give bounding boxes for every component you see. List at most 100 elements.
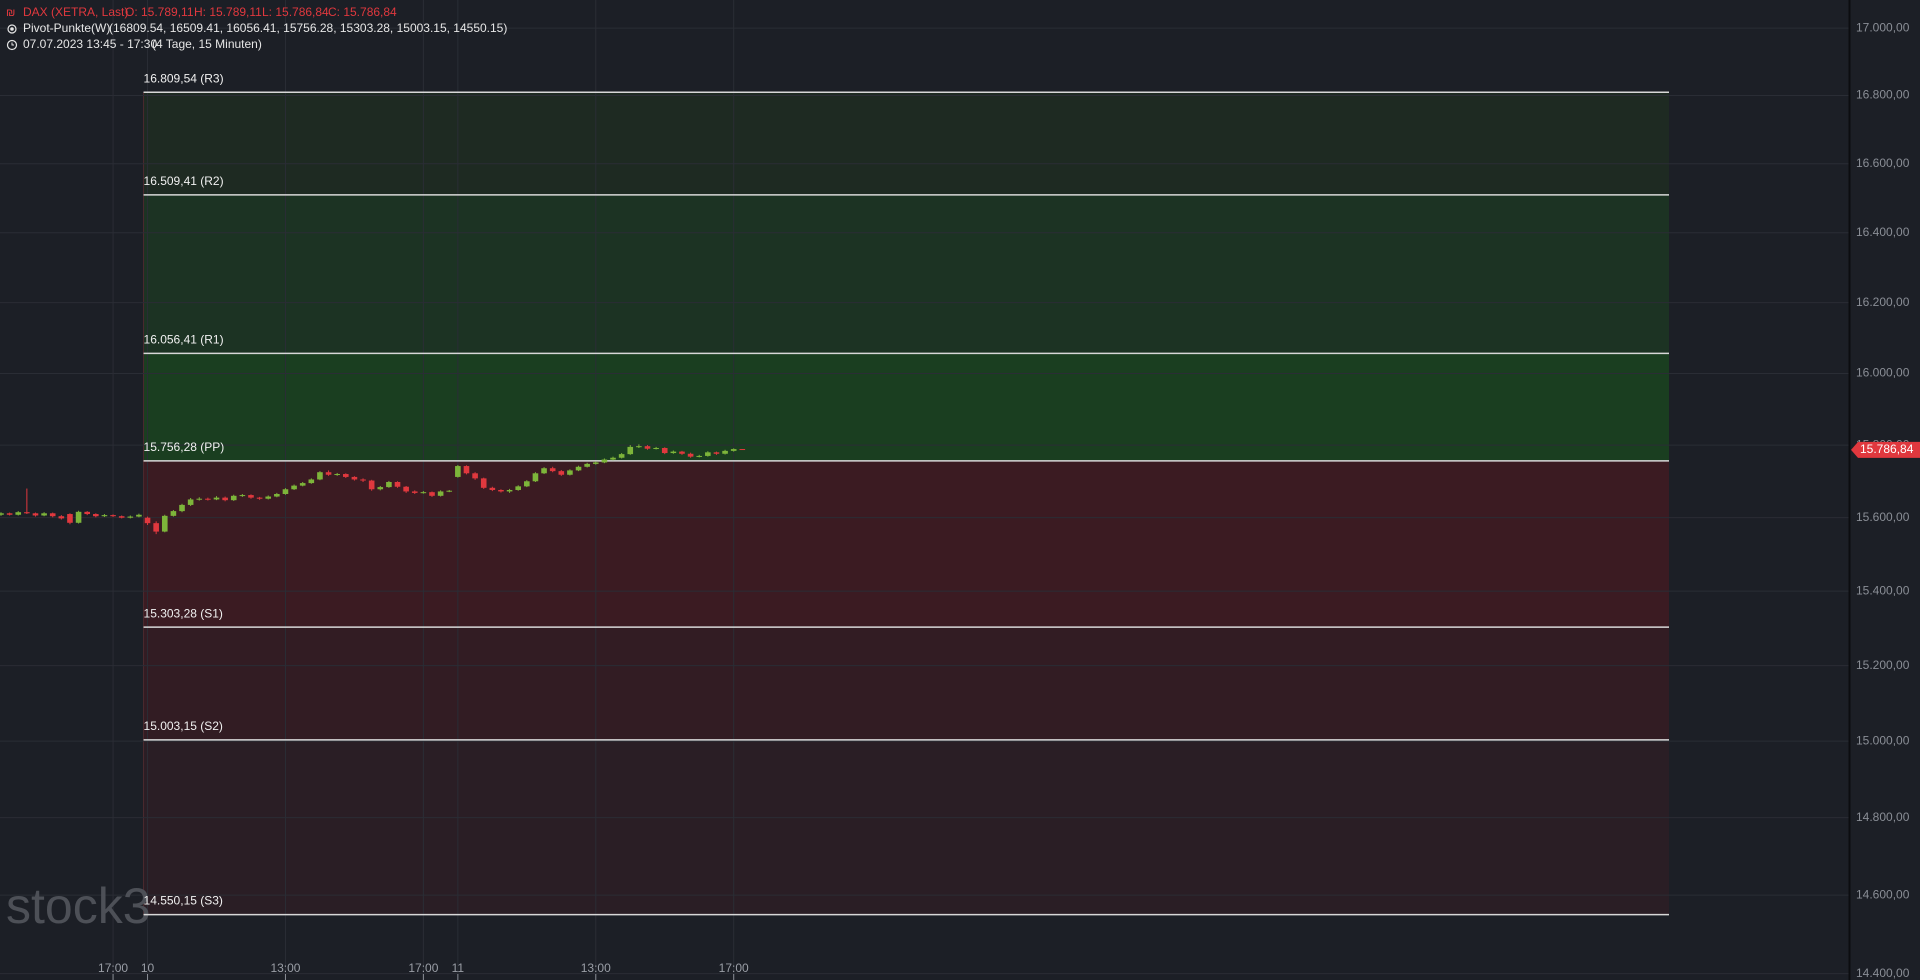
candle-body xyxy=(32,513,39,516)
candle-body xyxy=(179,504,185,512)
candle-body xyxy=(420,492,427,494)
candle-body xyxy=(239,495,246,497)
candle-body xyxy=(248,495,254,498)
indicator-icon-dot xyxy=(10,27,14,31)
candle-body xyxy=(377,487,384,490)
candle-body xyxy=(446,490,453,492)
candle-body xyxy=(636,446,642,448)
candle-body xyxy=(463,466,470,474)
symbol-icon: ₪ xyxy=(6,7,15,19)
candle-body xyxy=(24,512,30,514)
candle-body xyxy=(256,497,263,499)
pivot-label: 15.303,28 (S1) xyxy=(144,606,223,620)
candle-body xyxy=(549,468,556,472)
candle-body xyxy=(506,489,513,492)
candle-body xyxy=(325,472,332,475)
clock-icon xyxy=(6,39,18,51)
candle-body xyxy=(334,474,340,476)
candle-body xyxy=(653,447,659,449)
indicator-name[interactable]: Pivot-Punkte(W) xyxy=(23,21,110,35)
x-tick-label: 17:00 xyxy=(408,961,438,975)
candle-body xyxy=(299,483,306,486)
x-axis: 17:00 10 13:00 17:00 11 13:00 17:00 xyxy=(98,961,749,980)
y-tick-label: 14.400,00 xyxy=(1856,966,1910,980)
candle-body xyxy=(411,491,418,493)
candle-body xyxy=(437,491,444,496)
clock-hands xyxy=(11,42,14,46)
candle-body xyxy=(213,497,220,500)
candle-body xyxy=(532,473,539,482)
axis-panel xyxy=(1851,0,1920,980)
candle-body xyxy=(739,449,746,451)
y-tick-label: 14.800,00 xyxy=(1856,810,1910,824)
watermark: stock3 xyxy=(6,878,151,934)
indicator-values: (16809.54, 16509.41, 16056.41, 15756.28,… xyxy=(109,21,507,35)
candle-body xyxy=(0,513,4,515)
candle-body xyxy=(403,486,409,492)
candle-body xyxy=(730,449,737,451)
candle-body xyxy=(644,446,651,449)
pivot-lines: 16.809,54 (R3) 16.509,41 (R2) 16.056,41 (R… xyxy=(143,71,1669,916)
candle-body xyxy=(360,479,366,481)
candle-body xyxy=(282,489,289,494)
candle-body xyxy=(196,498,203,500)
y-tick-label: 16.800,00 xyxy=(1856,88,1910,102)
candle-body xyxy=(627,446,634,455)
candle-body xyxy=(170,511,177,516)
candle-body xyxy=(274,493,280,497)
y-tick-label: 15.000,00 xyxy=(1856,733,1910,747)
candle-body xyxy=(687,453,694,457)
pivot-label: 16.509,41 (R2) xyxy=(144,174,224,188)
x-tick-label: 13:00 xyxy=(581,961,611,975)
pivot-label: 15.756,28 (PP) xyxy=(144,440,225,454)
candle-body xyxy=(670,451,677,454)
candle-body xyxy=(713,452,720,454)
y-tick-label: 15.200,00 xyxy=(1856,658,1910,672)
range: 07.07.2023 13:45 - 17:30 xyxy=(23,37,157,51)
candle-body xyxy=(592,462,599,464)
candle-body xyxy=(265,496,272,499)
pivot-label: 16.809,54 (R3) xyxy=(144,71,224,85)
candles xyxy=(0,444,746,535)
candle-body xyxy=(343,474,349,477)
candle-body xyxy=(567,470,573,475)
candle-body xyxy=(6,513,13,515)
candle-body xyxy=(351,476,358,480)
x-tick-label: 17:00 xyxy=(98,961,128,975)
candle-body xyxy=(58,516,65,519)
candle-body xyxy=(84,511,90,515)
pivot-zone xyxy=(143,353,1669,461)
candle-body xyxy=(153,523,159,532)
x-tick-label: 10 xyxy=(141,961,155,975)
candle-body xyxy=(558,471,565,475)
header: ₪ DAX (XETRA, Last) O: 15.789,11 H: 15.7… xyxy=(6,5,507,51)
candle-body xyxy=(15,512,22,515)
candle-body xyxy=(394,482,401,487)
candle-body xyxy=(161,515,168,532)
candle-body xyxy=(187,499,194,505)
y-axis: 14.400,00 14.600,00 14.800,00 15.000,00 15.2… xyxy=(1851,20,1920,980)
x-tick-label: 13:00 xyxy=(270,961,300,975)
y-tick-label: 15.400,00 xyxy=(1856,583,1910,597)
candle-body xyxy=(601,459,608,463)
y-tick-label: 16.600,00 xyxy=(1856,156,1910,170)
candle-body xyxy=(489,487,496,490)
candle-body xyxy=(618,454,625,458)
pivot-zone xyxy=(143,460,1669,628)
pivot-zone xyxy=(143,627,1669,740)
last-price-tag xyxy=(1851,441,1920,458)
candle-body xyxy=(41,513,47,516)
symbol: DAX (XETRA, Last) xyxy=(23,5,128,19)
y-tick-label: 16.400,00 xyxy=(1856,225,1910,239)
pivot-label: 16.056,41 (R1) xyxy=(144,333,224,347)
y-tick-label: 14.600,00 xyxy=(1856,887,1910,901)
candle-body xyxy=(472,473,478,479)
candle-body xyxy=(67,514,73,523)
indicator-icon xyxy=(7,24,17,34)
candle-body xyxy=(127,516,134,518)
candle-body xyxy=(541,468,547,474)
candle-body xyxy=(610,457,616,460)
candle-body xyxy=(144,517,151,524)
